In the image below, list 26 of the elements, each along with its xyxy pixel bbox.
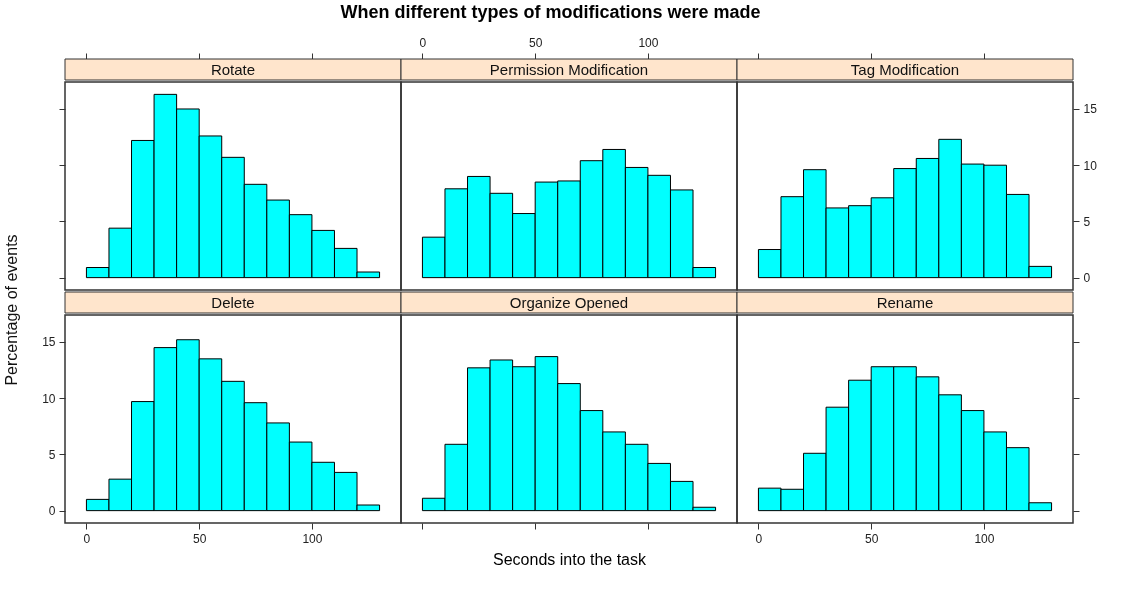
x-tick-label: 0 — [419, 35, 427, 50]
x-tick-label: 0 — [83, 531, 91, 546]
y-tick-label: 5 — [48, 447, 56, 462]
chart-title: Permission Modification — [489, 60, 649, 78]
y-tick-label: 15 — [1083, 102, 1098, 117]
x-axis-title: Seconds into the task — [493, 551, 647, 568]
y-axis-title: Percentage of events — [3, 234, 20, 386]
y-tick-label: 10 — [42, 391, 56, 406]
x-tick-label: 100 — [302, 531, 323, 546]
chart-title: Rotate — [210, 60, 256, 78]
x-tick-label: 50 — [864, 531, 879, 546]
x-tick-label: 0 — [755, 531, 763, 546]
y-tick-label: 0 — [1083, 271, 1091, 286]
chart-subtitle: When different types of modifications were made — [340, 2, 761, 22]
chart-title: Delete — [211, 293, 255, 311]
y-tick-label: 5 — [1083, 214, 1091, 229]
x-tick-label: 50 — [528, 35, 543, 50]
y-tick-label: 0 — [48, 504, 56, 519]
chart-title: Organize Opened — [509, 293, 629, 311]
chart-title: Tag Modification — [850, 60, 960, 78]
y-tick-label: 10 — [1083, 158, 1098, 173]
x-tick-label: 100 — [638, 35, 659, 50]
x-tick-label: 100 — [974, 531, 995, 546]
x-tick-label: 50 — [192, 531, 207, 546]
y-tick-label: 15 — [42, 335, 56, 350]
chart-title: Rename — [876, 293, 934, 311]
